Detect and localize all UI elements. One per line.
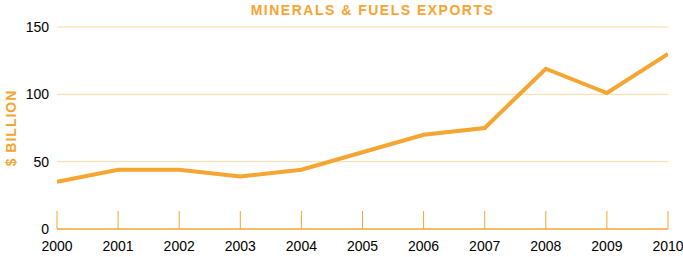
y-tick-label: 100 xyxy=(26,86,50,102)
y-tick-label: 150 xyxy=(26,19,50,35)
x-tick-label: 2001 xyxy=(103,238,134,254)
y-tick-label: 0 xyxy=(41,221,49,237)
x-tick xyxy=(545,211,546,229)
x-tick-label: 2009 xyxy=(591,238,622,254)
chart: MINERALS & FUELS EXPORTS $ BILLION 0 50 100 1… xyxy=(0,0,683,257)
x-tick xyxy=(240,211,241,229)
data-line xyxy=(57,54,668,182)
y-axis-label: $ BILLION xyxy=(3,90,19,167)
x-tick-label: 2004 xyxy=(286,238,317,254)
x-tick xyxy=(606,211,607,229)
y-tick-label: 50 xyxy=(33,154,49,170)
x-tick-label: 2003 xyxy=(225,238,256,254)
x-tick xyxy=(301,211,302,229)
x-tick-label: 2008 xyxy=(530,238,561,254)
grid-line xyxy=(57,94,668,95)
x-tick xyxy=(668,211,669,229)
x-tick xyxy=(423,211,424,229)
x-tick-label: 2002 xyxy=(164,238,195,254)
plot-area xyxy=(57,54,668,182)
x-tick xyxy=(484,211,485,229)
x-tick-label: 2010 xyxy=(652,238,683,254)
title: MINERALS & FUELS EXPORTS xyxy=(251,2,495,18)
x-tick xyxy=(362,211,363,229)
x-tick xyxy=(118,211,119,229)
grid-line xyxy=(57,161,668,162)
grid-line xyxy=(57,27,668,28)
x-tick xyxy=(179,211,180,229)
x-tick-label: 2000 xyxy=(41,238,72,254)
x-tick-label: 2007 xyxy=(469,238,500,254)
x-tick-label: 2005 xyxy=(347,238,378,254)
x-tick-label: 2006 xyxy=(408,238,439,254)
x-tick xyxy=(57,211,58,229)
